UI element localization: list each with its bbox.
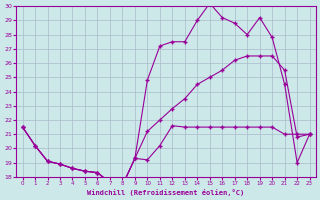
X-axis label: Windchill (Refroidissement éolien,°C): Windchill (Refroidissement éolien,°C): [87, 189, 245, 196]
